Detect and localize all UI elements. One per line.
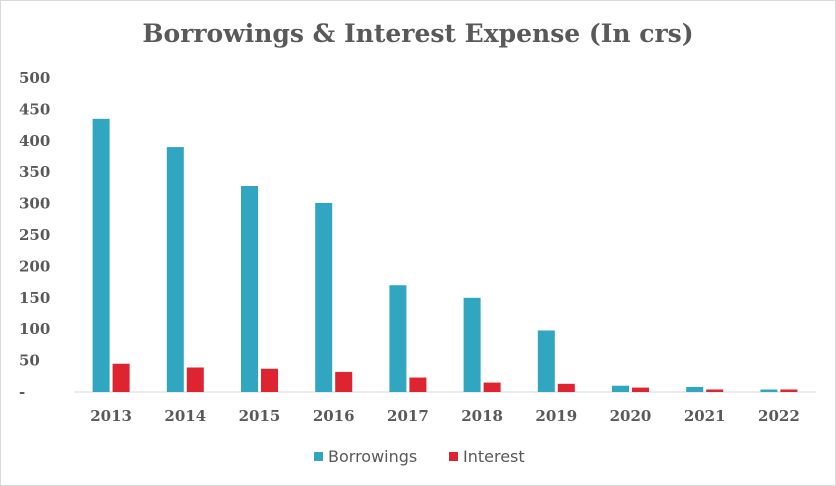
x-tick-label: 2021 — [684, 407, 726, 425]
x-tick-label: 2017 — [387, 407, 429, 425]
x-tick-label: 2013 — [90, 407, 132, 425]
bar-interest-2015 — [261, 368, 278, 392]
y-tick-label: 150 — [19, 289, 50, 307]
bar-borrowings-2021 — [686, 386, 704, 392]
y-tick-label: 300 — [19, 195, 50, 213]
bar-borrowings-2017 — [389, 285, 407, 392]
bar-borrowings-2015 — [241, 186, 258, 392]
bar-borrowings-2014 — [166, 147, 184, 392]
x-tick-label: 2020 — [610, 407, 652, 425]
bar-interest-2014 — [186, 367, 204, 392]
bar-interest-2017 — [409, 377, 427, 392]
bar-borrowings-2018 — [463, 297, 481, 392]
bar-borrowings-2022 — [760, 389, 778, 392]
y-tick-label: 100 — [19, 320, 50, 338]
x-tick-label: 2022 — [758, 407, 800, 425]
x-tick-label: 2016 — [313, 407, 355, 425]
x-tick-label: 2018 — [461, 407, 503, 425]
y-tick-label: 200 — [19, 257, 50, 275]
bar-interest-2019 — [557, 383, 575, 392]
y-tick-label: - — [19, 383, 25, 401]
legend-label-interest: Interest — [463, 447, 525, 466]
y-tick-label: 400 — [19, 132, 50, 150]
y-tick-label: 50 — [19, 352, 40, 370]
bar-interest-2020 — [632, 387, 649, 392]
bar-borrowings-2019 — [537, 330, 555, 392]
bar-borrowings-2013 — [92, 118, 110, 392]
bar-interest-2022 — [780, 389, 798, 392]
bar-interest-2013 — [112, 363, 130, 392]
y-tick-label: 350 — [19, 163, 50, 181]
x-tick-label: 2014 — [164, 407, 206, 425]
bar-borrowings-2016 — [315, 202, 333, 392]
y-tick-label: 250 — [19, 226, 50, 244]
bar-interest-2021 — [706, 389, 724, 392]
bar-borrowings-2020 — [612, 385, 629, 392]
chart-title: Borrowings & Interest Expense (In crs) — [142, 19, 694, 48]
bar-interest-2018 — [483, 382, 501, 392]
legend-swatch-borrowings — [314, 452, 323, 461]
legend-swatch-interest — [449, 452, 458, 461]
x-tick-label: 2019 — [535, 407, 577, 425]
x-tick-label: 2015 — [239, 407, 281, 425]
bar-interest-2016 — [335, 371, 353, 392]
y-tick-label: 500 — [19, 69, 50, 87]
legend-label-borrowings: Borrowings — [328, 447, 417, 466]
y-tick-label: 450 — [19, 100, 50, 118]
